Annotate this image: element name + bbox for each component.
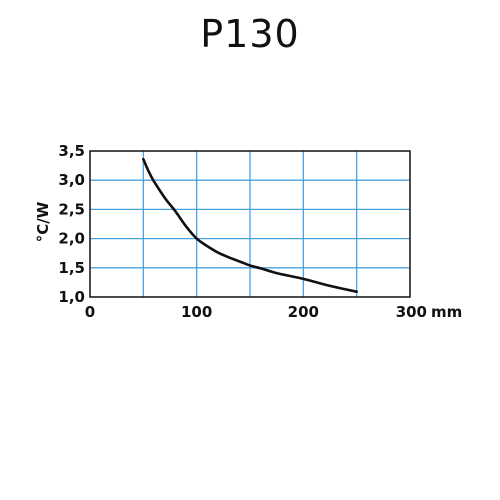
x-tick-label: 200 bbox=[288, 303, 319, 321]
x-axis-label: mm bbox=[431, 303, 462, 321]
plot-frame bbox=[89, 150, 411, 298]
y-tick-label: 1,0 bbox=[58, 288, 85, 306]
x-tick-label: 300 bbox=[396, 303, 427, 321]
x-tick-label: 100 bbox=[181, 303, 212, 321]
y-tick-label: 1,5 bbox=[58, 259, 85, 277]
tick-labels: 1,0 1,5 2,0 2,5 3,0 3,5 0 100 200 300 bbox=[58, 142, 427, 321]
grid bbox=[90, 151, 410, 297]
y-axis-label: °C/W bbox=[34, 201, 52, 242]
y-tick-label: 3,5 bbox=[58, 142, 85, 160]
chart-title: P130 bbox=[200, 12, 300, 56]
y-tick-label: 2,5 bbox=[58, 200, 85, 218]
series-line bbox=[142, 157, 358, 293]
y-tick-label: 2,0 bbox=[58, 230, 85, 248]
x-tick-label: 0 bbox=[85, 303, 95, 321]
y-tick-label: 3,0 bbox=[58, 171, 85, 189]
